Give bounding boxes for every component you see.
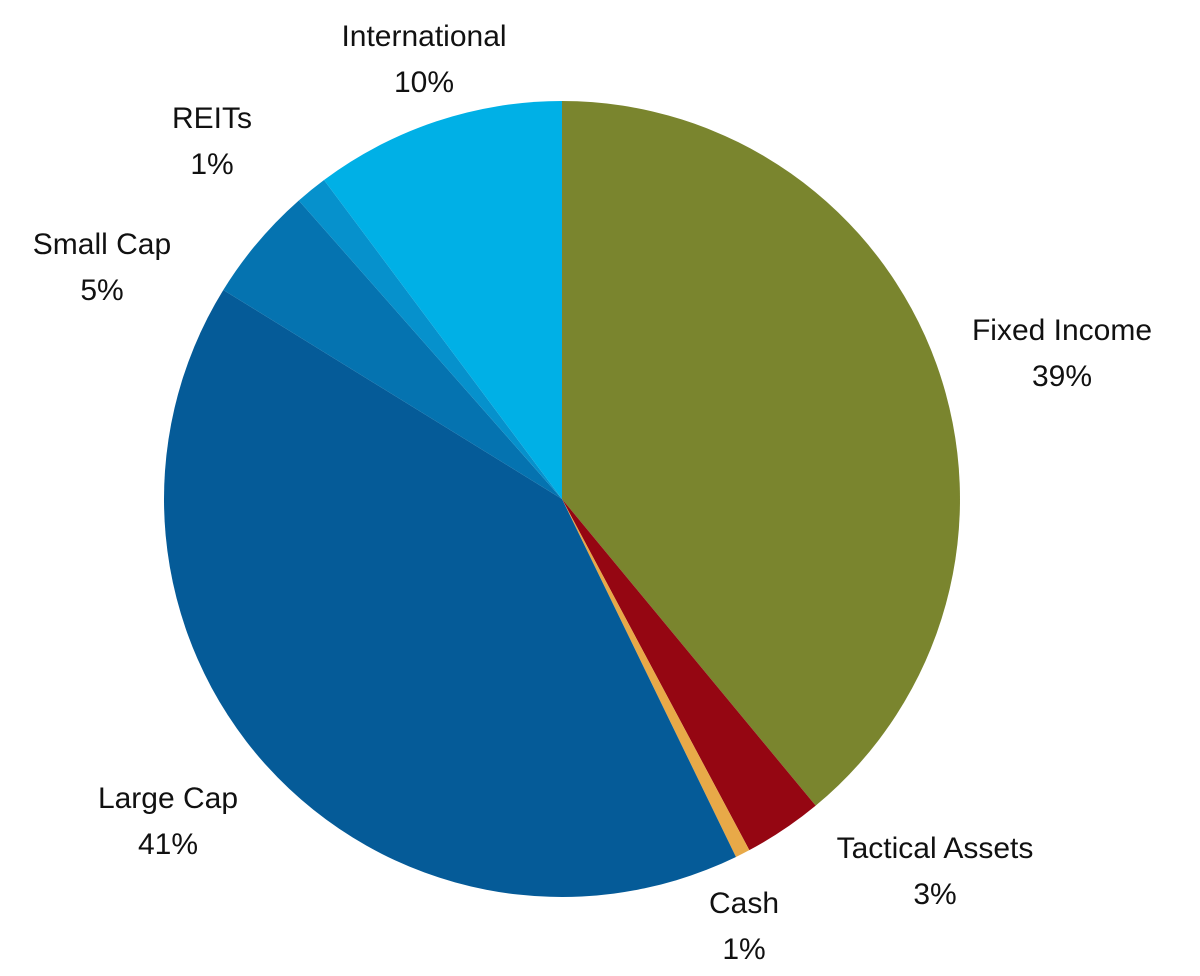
pie-slice-cash (562, 499, 750, 857)
slice-label-cash: Cash (709, 887, 779, 920)
slice-label-small-cap: Small Cap (33, 228, 171, 261)
slice-label-reits: REITs (172, 102, 252, 135)
slice-percent-fixed-income: 39% (1032, 360, 1092, 393)
pie-slice-fixed-income (562, 101, 960, 806)
pie-labels: Fixed Income 39% Tactical Assets 3% Cash 1% La… (33, 20, 1152, 966)
slice-percent-small-cap: 5% (80, 274, 123, 307)
pie-slice-international (324, 101, 562, 499)
slice-label-tactical-assets: Tactical Assets (837, 832, 1034, 865)
slice-percent-large-cap: 41% (138, 828, 198, 861)
slice-percent-reits: 1% (190, 148, 233, 181)
slice-label-fixed-income: Fixed Income (972, 314, 1152, 347)
pie-slice-small-cap (223, 200, 563, 499)
pie-slices (163, 101, 960, 897)
slice-label-large-cap: Large Cap (98, 782, 238, 815)
pie-slice-reits (298, 179, 562, 500)
slice-percent-tactical-assets: 3% (913, 878, 956, 911)
slice-percent-cash: 1% (722, 933, 765, 966)
slice-percent-international: 10% (394, 66, 454, 99)
slice-label-international: International (341, 20, 506, 53)
pie-slice-tactical-assets (562, 499, 816, 851)
pie-slice-large-cap (163, 289, 736, 897)
